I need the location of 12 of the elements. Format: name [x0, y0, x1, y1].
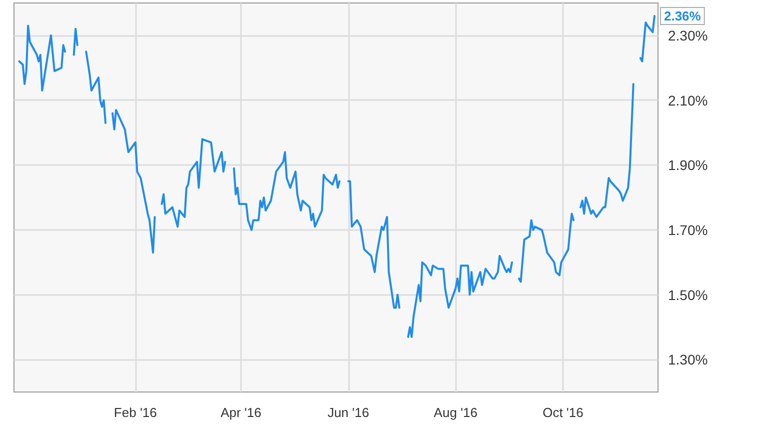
x-tick-label: Apr '16 — [220, 405, 262, 420]
x-tick-label: Oct '16 — [542, 405, 584, 420]
y-tick-label: 1.30% — [668, 352, 708, 368]
y-tick-label: 1.90% — [668, 157, 708, 174]
y-tick-label: 1.70% — [668, 222, 708, 238]
y-tick-label: 1.50% — [668, 286, 708, 303]
x-tick-label: Jun '16 — [328, 405, 370, 420]
x-tick-label: Aug '16 — [434, 405, 478, 420]
x-tick-label: Feb '16 — [114, 405, 157, 420]
y-tick-label: 2.10% — [668, 92, 708, 108]
y-tick-label: 2.30% — [668, 27, 708, 44]
annotation: 2.36% — [664, 8, 702, 24]
